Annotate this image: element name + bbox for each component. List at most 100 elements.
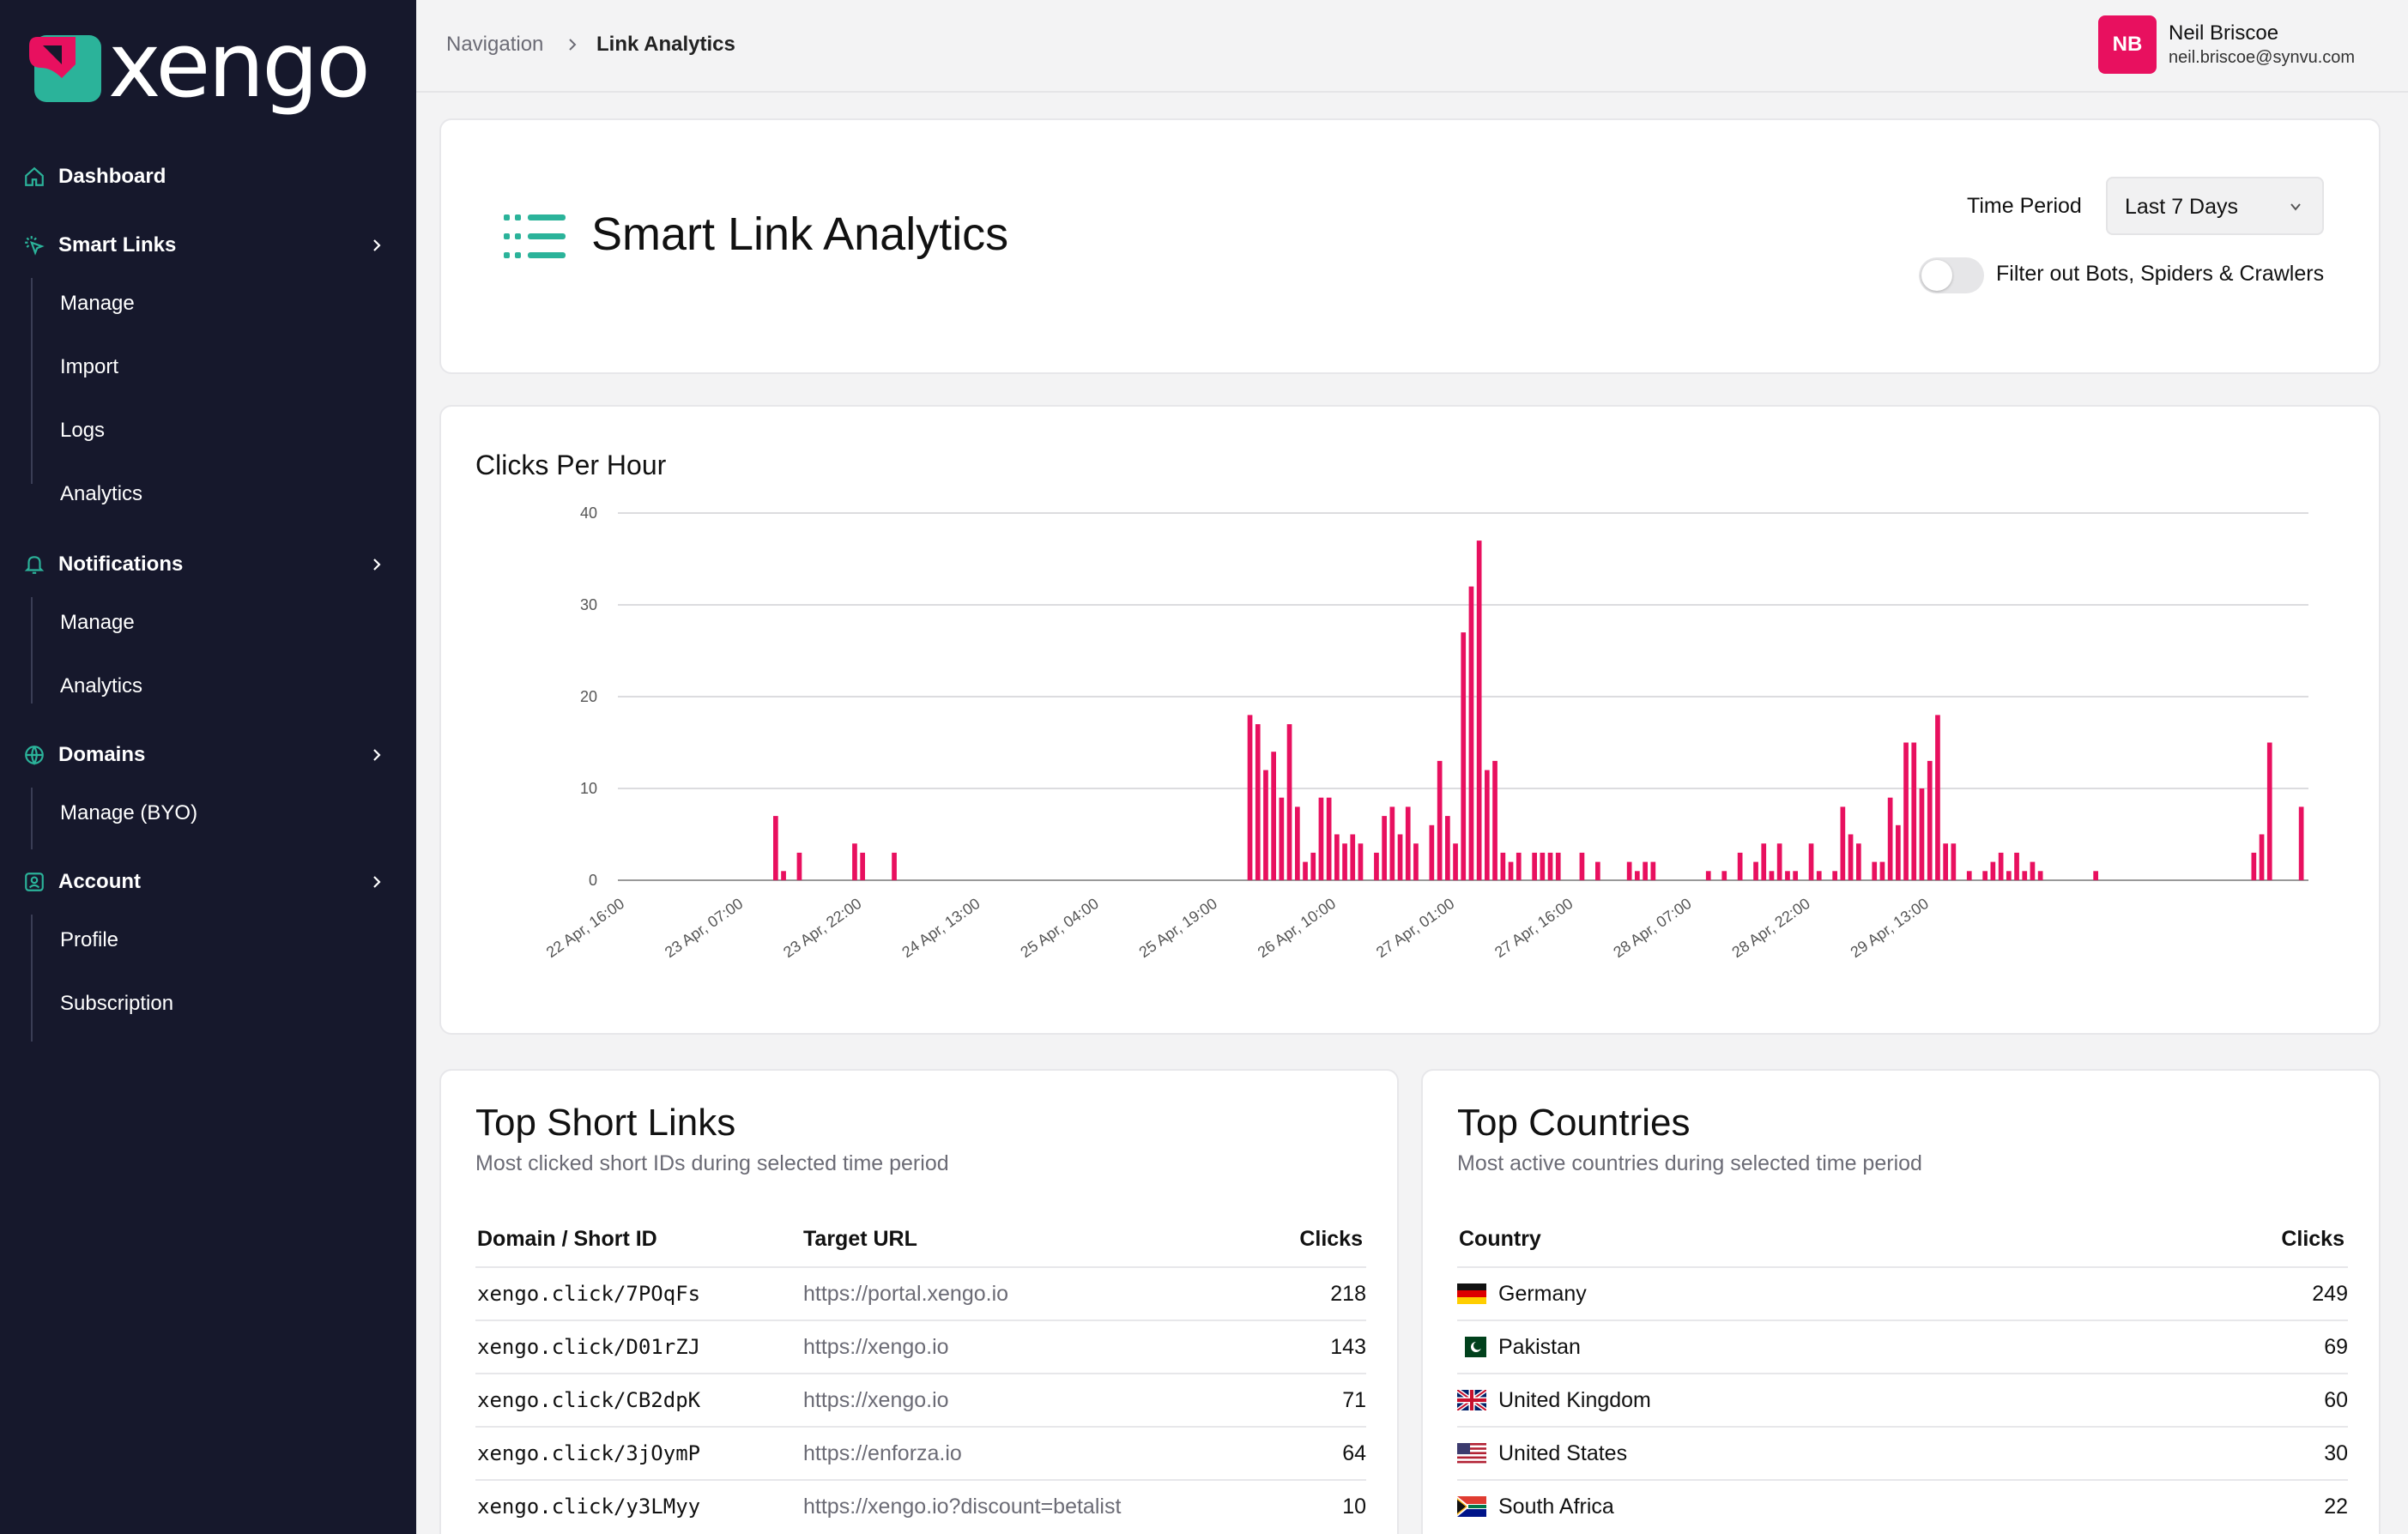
avatar[interactable]: NB: [2098, 15, 2157, 74]
chart-bar: [1326, 797, 1332, 880]
chart-bar: [2093, 871, 2098, 880]
sidebar-subitem-analytics[interactable]: Analytics: [60, 482, 143, 505]
page-title: Smart Link Analytics: [591, 208, 1009, 260]
chart-bar: [1429, 824, 1435, 880]
table-row[interactable]: xengo.click/7POqFs https://portal.xengo.…: [475, 1266, 1366, 1320]
target-url[interactable]: https://enforza.io: [803, 1441, 962, 1465]
chevron-right-icon: [373, 749, 381, 761]
column-header-clicks: Clicks: [1299, 1227, 1363, 1251]
sidebar-subitem-manage[interactable]: Manage: [60, 611, 135, 634]
chart-bar: [1461, 632, 1467, 880]
chart-bar: [1737, 852, 1743, 880]
user-email: neil.briscoe@synvu.com: [2169, 48, 2356, 67]
target-url[interactable]: https://xengo.io: [803, 1388, 949, 1412]
chart-bar: [1303, 861, 1308, 880]
chart-bar: [1413, 843, 1419, 880]
x-tick-label: 23 Apr, 22:00: [780, 895, 864, 961]
chart-bar: [1943, 843, 1948, 880]
chart-bar: [1887, 797, 1893, 880]
sidebar-subitem-logs[interactable]: Logs: [60, 419, 106, 442]
chart-bar: [1389, 806, 1395, 880]
table-row[interactable]: United Kingdom 60: [1457, 1373, 2348, 1426]
chart-bar: [1255, 724, 1261, 880]
chart-bar: [1776, 843, 1782, 880]
pk-flag-icon: [1457, 1337, 1486, 1357]
sidebar-subitem-import[interactable]: Import: [60, 355, 119, 378]
table-row[interactable]: Germany 249: [1457, 1266, 2348, 1320]
x-tick-label: 28 Apr, 07:00: [1610, 895, 1694, 961]
table-row[interactable]: xengo.click/CB2dpK https://xengo.io 71: [475, 1373, 1366, 1426]
chart-bar: [1816, 871, 1822, 880]
short-id: xengo.click/CB2dpK: [477, 1388, 701, 1412]
sidebar-item-dashboard[interactable]: Dashboard: [0, 151, 416, 202]
click-count: 71: [1342, 1388, 1366, 1412]
chart-bar: [1951, 843, 1957, 880]
chart-bar: [2266, 742, 2272, 880]
chart-bar: [860, 852, 865, 880]
sidebar-subitem-manage[interactable]: Manage: [60, 292, 135, 315]
sidebar-subitem-subscription[interactable]: Subscription: [60, 992, 174, 1015]
table-row[interactable]: United States 30: [1457, 1426, 2348, 1479]
sidebar-item-account[interactable]: Account: [0, 856, 416, 908]
chart-bar: [1247, 715, 1253, 880]
chart-bar: [1935, 715, 1940, 880]
table-row[interactable]: xengo.click/D01rZJ https://xengo.io 143: [475, 1320, 1366, 1373]
sidebar-subitem-analytics[interactable]: Analytics: [60, 674, 143, 698]
us-flag-icon: [1457, 1443, 1486, 1464]
y-tick-label: 20: [580, 688, 597, 705]
chart-bar: [1808, 843, 1814, 880]
chart-bar: [1540, 852, 1546, 880]
column-header-clicks: Clicks: [2281, 1227, 2344, 1251]
sidebar-item-label: Dashboard: [58, 165, 166, 188]
clicks-per-hour-card: Clicks Per Hour 0 10 20 30 40 22 Apr, 16:00 23…: [439, 405, 2381, 1035]
country-name: United Kingdom: [1498, 1388, 1651, 1412]
topbar: Navigation Link Analytics NB Neil Brisco…: [416, 0, 2408, 93]
brand-name: xengo: [108, 13, 371, 118]
sidebar-item-notifications[interactable]: Notifications: [0, 539, 416, 590]
breadcrumb-root[interactable]: Navigation: [446, 33, 544, 56]
bot-filter-toggle[interactable]: [1919, 257, 1984, 293]
target-url[interactable]: https://xengo.io?discount=betalist: [803, 1495, 1122, 1519]
short-id: xengo.click/y3LMyy: [477, 1495, 701, 1519]
chart-bar: [773, 816, 778, 880]
breadcrumb-current: Link Analytics: [596, 33, 735, 56]
chart-bar: [1990, 861, 1996, 880]
chart-bar: [1903, 742, 1909, 880]
chart-bar: [1840, 806, 1846, 880]
chart-bar: [1793, 871, 1798, 880]
brand-logo[interactable]: xengo: [27, 21, 371, 117]
time-period-select[interactable]: Last 7 Days: [2106, 177, 2324, 235]
chevron-right-icon: [373, 239, 381, 251]
chart-bar: [2030, 861, 2036, 880]
chart-bar: [1485, 770, 1490, 880]
table-row[interactable]: South Africa 22: [1457, 1479, 2348, 1532]
chart-bar: [1445, 816, 1450, 880]
x-tick-label: 25 Apr, 19:00: [1136, 895, 1220, 961]
chart-bar: [1848, 834, 1854, 880]
table-row[interactable]: Pakistan 69: [1457, 1320, 2348, 1373]
chevron-right-icon: [373, 876, 381, 888]
sidebar-item-smart-links[interactable]: Smart Links: [0, 220, 416, 271]
target-url[interactable]: https://xengo.io: [803, 1335, 949, 1359]
bot-filter-label: Filter out Bots, Spiders & Crawlers: [1996, 262, 2325, 286]
bell-icon: [22, 553, 46, 577]
x-tick-label: 22 Apr, 16:00: [543, 895, 627, 961]
column-header-target-url: Target URL: [803, 1227, 917, 1251]
account-submenu: Profile Subscription: [31, 915, 173, 1042]
country-name: United States: [1498, 1441, 1628, 1465]
sidebar-subitem-profile[interactable]: Profile: [60, 928, 119, 951]
table-row[interactable]: xengo.click/y3LMyy https://xengo.io?disc…: [475, 1479, 1366, 1532]
chart-bar: [2006, 871, 2012, 880]
sidebar-item-domains[interactable]: Domains: [0, 729, 416, 781]
chart-bar: [1342, 843, 1347, 880]
de-flag-icon: [1457, 1283, 1486, 1304]
chart-bar: [1334, 834, 1340, 880]
chart-bar: [1705, 871, 1711, 880]
table-row[interactable]: xengo.click/3jOymP https://enforza.io 64: [475, 1426, 1366, 1479]
time-period-label: Time Period: [1967, 194, 2082, 218]
country-name: Pakistan: [1498, 1335, 1581, 1359]
chart-bar: [1350, 834, 1356, 880]
smart-links-submenu: Manage Import Logs Analytics: [31, 278, 142, 505]
sidebar-subitem-manage-byo[interactable]: Manage (BYO): [60, 801, 198, 824]
target-url[interactable]: https://portal.xengo.io: [803, 1282, 1009, 1306]
